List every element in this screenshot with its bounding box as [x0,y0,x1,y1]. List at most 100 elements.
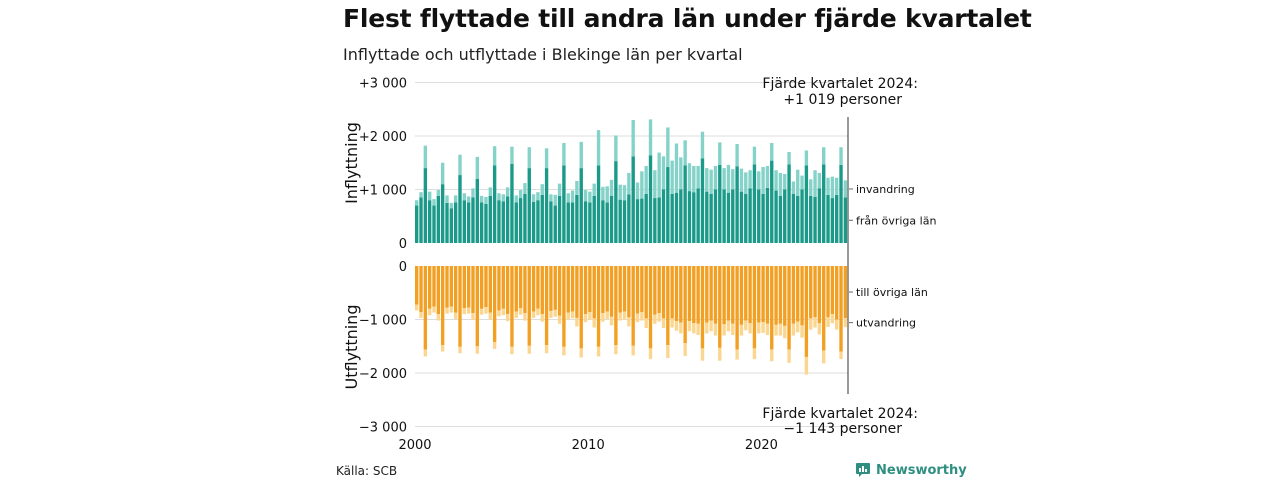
bar-fran-ovriga-lan [670,193,674,243]
bar-utvandring [631,345,635,356]
bar-till-ovriga-lan [518,266,523,309]
top-annotation-line1: Fjärde kvartalet 2024: [762,76,918,92]
bar-invandring [415,200,419,206]
bar-invandring [544,148,549,169]
bar-fran-ovriga-lan [588,202,592,243]
bar-till-ovriga-lan [804,266,809,357]
bar-till-ovriga-lan [822,266,826,351]
bar-fran-ovriga-lan [640,198,644,243]
bar-utvandring [661,318,666,329]
bar-fran-ovriga-lan [566,202,570,243]
bar-invandring [674,143,679,193]
bar-utvandring [713,323,718,336]
bar-invandring [700,131,705,159]
chart-title: Flest flyttade till andra län under fjär… [343,4,1032,33]
bar-invandring [640,171,644,199]
bar-invandring [436,190,441,196]
bar-utvandring [588,312,592,320]
bar-fran-ovriga-lan [731,189,735,243]
bar-till-ovriga-lan [527,266,531,346]
bar-utvandring [692,323,696,334]
bar-till-ovriga-lan [466,266,471,308]
bar-till-ovriga-lan [562,266,566,347]
bar-invandring [783,173,787,190]
bar-invandring [553,194,557,206]
bar-fran-ovriga-lan [592,195,596,243]
bar-invandring [765,165,770,188]
bar-utvandring [731,323,735,336]
bar-fran-ovriga-lan [804,165,809,243]
bar-utvandring [809,318,813,330]
bar-fran-ovriga-lan [778,195,783,243]
bar-fran-ovriga-lan [432,205,436,243]
series-labels: invandring från övriga län till övriga län… [849,183,936,330]
bar-till-ovriga-lan [735,266,739,350]
bar-fran-ovriga-lan [657,197,661,243]
bar-invandring [770,142,774,161]
top-annotation-line2: +1 019 personer [783,92,902,108]
bar-fran-ovriga-lan [796,195,800,243]
bar-invandring [575,180,579,195]
bar-till-ovriga-lan [609,266,614,317]
bar-till-ovriga-lan [666,266,670,346]
bar-fran-ovriga-lan [423,168,428,243]
bar-fran-ovriga-lan [748,188,752,243]
bar-utvandring [618,312,622,321]
bar-utvandring [531,311,536,318]
bar-fran-ovriga-lan [505,196,510,243]
bar-fran-ovriga-lan [557,195,562,243]
bar-till-ovriga-lan [705,266,709,323]
bar-utvandring [739,324,744,336]
bar-till-ovriga-lan [549,266,553,311]
bar-utvandring [570,311,575,319]
bar-invandring [683,140,687,166]
bars [415,119,848,375]
bar-fran-ovriga-lan [479,202,484,243]
bar-fran-ovriga-lan [475,178,479,243]
bar-utvandring [752,348,757,360]
bar-invandring [735,144,739,167]
bar-invandring [748,170,752,189]
bar-invandring [679,157,683,190]
logo-text: Newsworthy [876,462,967,478]
bar-invandring [722,168,726,190]
bar-till-ovriga-lan [761,266,765,323]
bar-fran-ovriga-lan [605,202,609,243]
bar-utvandring [566,312,570,320]
bar-utvandring [544,345,549,354]
bar-till-ovriga-lan [484,266,488,308]
bar-till-ovriga-lan [596,266,601,347]
bar-fran-ovriga-lan [774,190,778,243]
bar-utvandring [822,350,826,364]
bar-invandring [523,183,527,194]
bar-utvandring [609,316,614,326]
bar-till-ovriga-lan [661,266,666,319]
bar-invandring [514,195,518,203]
bar-fran-ovriga-lan [427,200,432,243]
bar-invandring [462,193,467,201]
bar-invandring [666,127,670,168]
bar-till-ovriga-lan [644,266,648,319]
bar-invandring [653,170,657,199]
bar-till-ovriga-lan [718,266,722,348]
bar-fran-ovriga-lan [783,189,787,243]
bar-till-ovriga-lan [843,266,848,319]
bar-fran-ovriga-lan [752,164,757,243]
bar-invandring [731,169,735,190]
bar-invandring [605,186,609,203]
bar-till-ovriga-lan [592,266,596,319]
bar-fran-ovriga-lan [540,194,544,243]
bar-utvandring [627,317,631,327]
bar-utvandring [592,318,596,328]
bar-fran-ovriga-lan [653,198,657,243]
bar-fran-ovriga-lan [440,184,445,243]
bar-utvandring [830,314,835,324]
bar-invandring [536,192,540,201]
bar-fran-ovriga-lan [531,201,536,243]
bar-utvandring [601,313,605,322]
bar-till-ovriga-lan [739,266,744,325]
bar-utvandring [709,320,713,332]
bar-utvandring [843,318,848,328]
bar-invandring [497,193,501,201]
